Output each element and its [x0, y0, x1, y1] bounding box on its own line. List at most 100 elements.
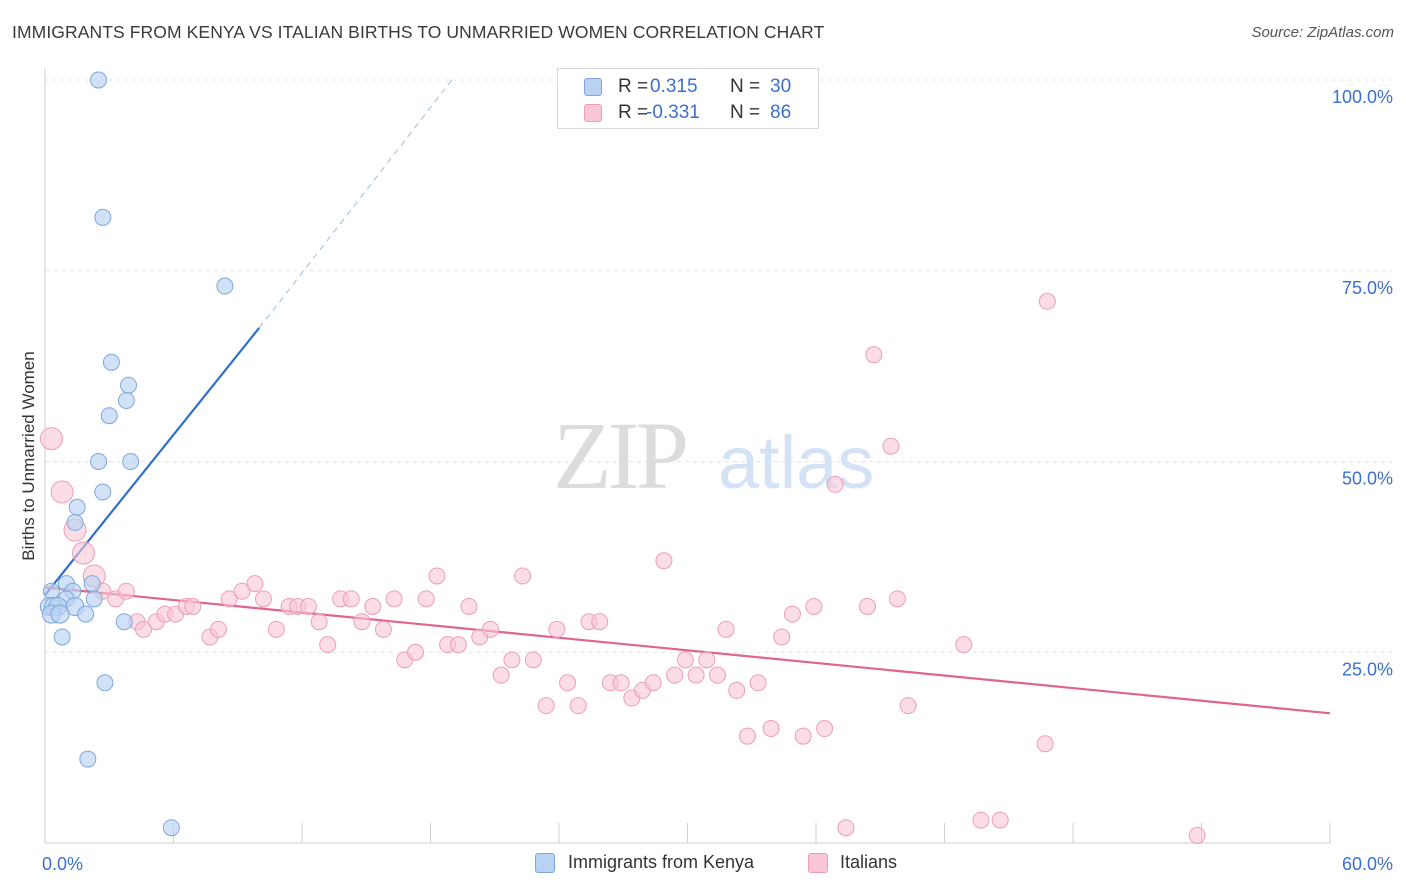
- point-italians: [591, 613, 609, 631]
- point-kenya: [94, 208, 112, 226]
- legend-r-label: R =: [618, 102, 649, 123]
- legend-swatch-kenya: [535, 853, 555, 873]
- axis-labels: 25.0% 50.0% 75.0% 100.0% 0.0% 60.0%: [42, 87, 1393, 874]
- point-italians: [39, 427, 63, 451]
- point-italians: [267, 620, 285, 638]
- point-italians: [233, 582, 251, 600]
- point-kenya: [53, 628, 71, 646]
- y-tick-label: 100.0%: [1332, 87, 1393, 107]
- point-italians: [816, 720, 834, 738]
- point-italians: [559, 674, 577, 692]
- point-italians: [749, 674, 767, 692]
- point-italians: [503, 651, 521, 669]
- point-italians: [972, 811, 990, 829]
- point-italians: [184, 597, 202, 615]
- point-italians: [794, 727, 812, 745]
- point-kenya: [122, 453, 140, 470]
- point-italians: [708, 666, 726, 684]
- axes: [44, 68, 1331, 844]
- point-italians: [209, 620, 227, 638]
- grid-lines: [45, 79, 1392, 653]
- legend-swatch-italians: [808, 853, 828, 873]
- point-italians: [644, 674, 662, 692]
- y-tick-label: 75.0%: [1342, 278, 1393, 298]
- watermark: ZIP atlas: [553, 402, 874, 509]
- point-italians: [882, 437, 900, 455]
- legend-swatch-kenya: [584, 78, 602, 96]
- point-italians: [417, 590, 435, 608]
- trend-lines: [44, 79, 1331, 715]
- point-italians: [728, 681, 746, 699]
- point-kenya: [117, 391, 135, 409]
- point-kenya: [68, 498, 86, 516]
- point-kenya: [79, 750, 97, 768]
- legend-label-kenya: Immigrants from Kenya: [568, 852, 755, 872]
- point-kenya: [90, 453, 108, 470]
- point-italians: [374, 620, 392, 638]
- point-italians: [449, 636, 467, 654]
- point-italians: [72, 541, 96, 565]
- point-italians: [220, 590, 238, 608]
- point-italians: [310, 613, 328, 631]
- legend-n-value: 86: [770, 102, 792, 123]
- point-italians: [492, 666, 510, 684]
- point-italians: [762, 720, 780, 738]
- point-italians: [612, 674, 630, 692]
- legend-label-italians: Italians: [840, 852, 898, 872]
- point-italians: [342, 590, 360, 608]
- point-italians: [738, 727, 756, 745]
- point-italians: [385, 590, 403, 608]
- legend-r-value: 0.315: [650, 76, 698, 97]
- point-italians: [514, 567, 532, 585]
- watermark-zip: ZIP: [553, 402, 686, 509]
- y-tick-label: 25.0%: [1342, 659, 1393, 679]
- point-italians: [1036, 735, 1054, 753]
- data-points: [39, 71, 1206, 844]
- point-italians: [246, 575, 264, 593]
- point-italians: [837, 819, 855, 837]
- correlation-legend: R = 0.315 N = 30 R = -0.331 N = 86: [557, 68, 819, 129]
- point-italians: [548, 620, 566, 638]
- point-italians: [955, 636, 973, 654]
- legend-n-label: N =: [730, 102, 761, 123]
- legend-n-label: N =: [730, 76, 761, 97]
- point-kenya: [102, 353, 120, 371]
- point-kenya: [100, 407, 118, 425]
- point-kenya: [115, 613, 133, 631]
- point-kenya: [42, 582, 60, 600]
- point-italians: [254, 590, 272, 608]
- point-italians: [299, 597, 317, 615]
- point-italians: [666, 666, 684, 684]
- point-italians: [50, 480, 74, 504]
- legend-r-label: R =: [618, 76, 649, 97]
- point-italians: [524, 651, 542, 669]
- point-italians: [537, 697, 555, 715]
- point-italians: [364, 597, 382, 615]
- point-italians: [1188, 826, 1206, 844]
- point-italians: [826, 475, 844, 493]
- trend-line-kenya-extension: [258, 79, 453, 329]
- point-italians: [481, 620, 499, 638]
- point-kenya: [77, 605, 95, 623]
- point-italians: [858, 597, 876, 615]
- legend-row-italians: R = -0.331 N = 86: [558, 100, 818, 126]
- point-italians: [353, 613, 371, 631]
- x-tick-label: 60.0%: [1342, 854, 1393, 874]
- point-kenya: [216, 277, 234, 295]
- point-kenya: [162, 819, 180, 837]
- point-kenya: [66, 514, 84, 532]
- point-kenya: [85, 590, 103, 608]
- point-italians: [888, 590, 906, 608]
- point-italians: [717, 620, 735, 638]
- point-italians: [676, 651, 694, 669]
- chart-title: IMMIGRANTS FROM KENYA VS ITALIAN BIRTHS …: [12, 22, 825, 42]
- point-kenya: [120, 376, 138, 394]
- trend-line-italians: [44, 586, 1331, 715]
- point-italians: [1038, 292, 1056, 310]
- point-italians: [773, 628, 791, 646]
- point-italians: [865, 346, 883, 364]
- point-italians: [655, 552, 673, 570]
- y-axis-title: Births to Unmarried Women: [19, 351, 38, 560]
- legend-row-kenya: R = 0.315 N = 30: [558, 74, 818, 100]
